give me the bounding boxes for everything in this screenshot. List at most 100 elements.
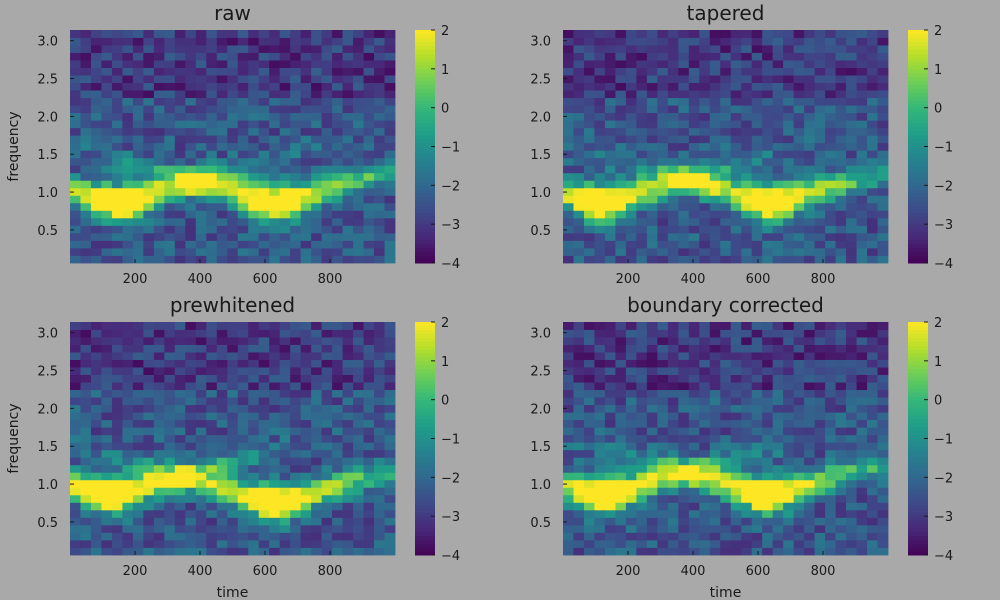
heatmap-cell xyxy=(384,547,396,556)
colorbar-segment xyxy=(908,220,928,225)
heatmap-cell xyxy=(132,195,144,204)
heatmap-cell xyxy=(153,524,165,533)
heatmap-cell xyxy=(174,434,186,443)
colorbar-segment xyxy=(908,61,928,66)
heatmap-cell xyxy=(248,502,260,511)
heatmap-cell xyxy=(793,472,805,481)
heatmap-cell xyxy=(101,374,113,383)
heatmap-cell xyxy=(846,187,857,196)
heatmap-cell xyxy=(384,180,396,189)
heatmap-cell xyxy=(185,524,197,533)
heatmap-cell xyxy=(804,532,816,541)
heatmap-cell xyxy=(846,247,857,256)
heatmap-cell xyxy=(111,344,123,353)
heatmap-cell xyxy=(227,112,239,121)
heatmap-cell xyxy=(720,90,732,99)
heatmap-cell xyxy=(164,322,176,330)
heatmap-cell xyxy=(342,359,354,368)
heatmap-cell xyxy=(332,180,343,189)
heatmap-cell xyxy=(793,202,805,211)
heatmap-cell xyxy=(185,105,197,114)
heatmap-cell xyxy=(625,352,637,360)
heatmap-cell xyxy=(814,517,826,526)
heatmap-cell xyxy=(80,442,92,451)
heatmap-cell xyxy=(101,427,113,436)
heatmap-cell xyxy=(877,352,889,360)
heatmap-cell xyxy=(237,210,249,219)
heatmap-cell xyxy=(300,247,312,256)
heatmap-cell xyxy=(772,255,784,264)
heatmap-cell xyxy=(688,112,700,121)
heatmap-cell xyxy=(153,442,165,451)
heatmap-cell xyxy=(699,412,711,421)
heatmap-cell xyxy=(311,240,323,249)
heatmap-cell xyxy=(783,135,795,144)
colorbar-segment xyxy=(415,508,435,513)
heatmap-cell xyxy=(374,517,385,526)
heatmap-cell xyxy=(258,464,270,473)
heatmap-cell xyxy=(216,457,228,466)
heatmap-cell xyxy=(867,517,878,526)
heatmap-cell xyxy=(269,322,281,330)
panel-title: tapered xyxy=(687,1,765,25)
heatmap-cell xyxy=(646,240,658,249)
heatmap-cell xyxy=(657,247,669,256)
heatmap-cell xyxy=(814,142,826,151)
heatmap-cell xyxy=(720,479,732,488)
heatmap-cell xyxy=(237,135,249,144)
heatmap-cell xyxy=(195,127,207,136)
heatmap-cell xyxy=(856,397,868,406)
heatmap-cell xyxy=(290,240,302,249)
heatmap-cell xyxy=(699,180,711,189)
heatmap-cell xyxy=(856,187,868,196)
heatmap-cell xyxy=(667,30,679,38)
y-axis-label: frequency xyxy=(6,111,22,181)
heatmap-cell xyxy=(111,142,123,151)
heatmap-cell xyxy=(384,367,396,376)
heatmap-cell xyxy=(625,105,637,114)
heatmap-cell xyxy=(80,30,92,38)
heatmap-cell xyxy=(730,195,742,204)
heatmap-cell xyxy=(741,240,753,249)
heatmap-cell xyxy=(636,127,648,136)
heatmap-cell xyxy=(153,180,165,189)
heatmap-cell xyxy=(248,367,260,376)
heatmap-cell xyxy=(216,412,228,421)
heatmap-cell xyxy=(237,337,249,345)
heatmap-cell xyxy=(227,120,239,129)
heatmap-cell xyxy=(174,105,186,114)
heatmap-cell xyxy=(867,180,878,189)
heatmap-cell xyxy=(625,442,637,451)
heatmap-cell xyxy=(573,457,585,466)
heatmap-cell xyxy=(195,404,207,413)
heatmap-cell xyxy=(636,524,648,533)
heatmap-cell xyxy=(741,232,753,241)
heatmap-cell xyxy=(164,449,176,458)
heatmap-cell xyxy=(573,210,585,219)
heatmap-cell xyxy=(195,75,207,84)
heatmap-cell xyxy=(164,247,176,256)
heatmap-cell xyxy=(720,45,732,53)
heatmap-cell xyxy=(730,255,742,264)
heatmap-cell xyxy=(709,255,721,264)
colorbar-segment xyxy=(908,216,928,221)
heatmap-cell xyxy=(709,502,721,511)
heatmap-cell xyxy=(279,112,291,121)
heatmap-cell xyxy=(353,464,364,473)
heatmap-cell xyxy=(70,517,81,526)
heatmap-cell xyxy=(353,532,364,541)
heatmap-cell xyxy=(143,37,155,46)
heatmap-cell xyxy=(667,509,679,518)
heatmap-cell xyxy=(751,344,763,353)
heatmap-cell xyxy=(657,479,669,488)
heatmap-cell xyxy=(678,202,690,211)
heatmap-cell xyxy=(111,217,123,226)
heatmap-cell xyxy=(667,97,679,106)
heatmap-cell xyxy=(772,180,784,189)
heatmap-cell xyxy=(258,195,270,204)
heatmap-cell xyxy=(835,382,847,391)
heatmap-cell xyxy=(688,389,700,398)
heatmap-cell xyxy=(279,329,291,338)
heatmap-cell xyxy=(237,67,249,76)
heatmap-cell xyxy=(657,30,669,38)
